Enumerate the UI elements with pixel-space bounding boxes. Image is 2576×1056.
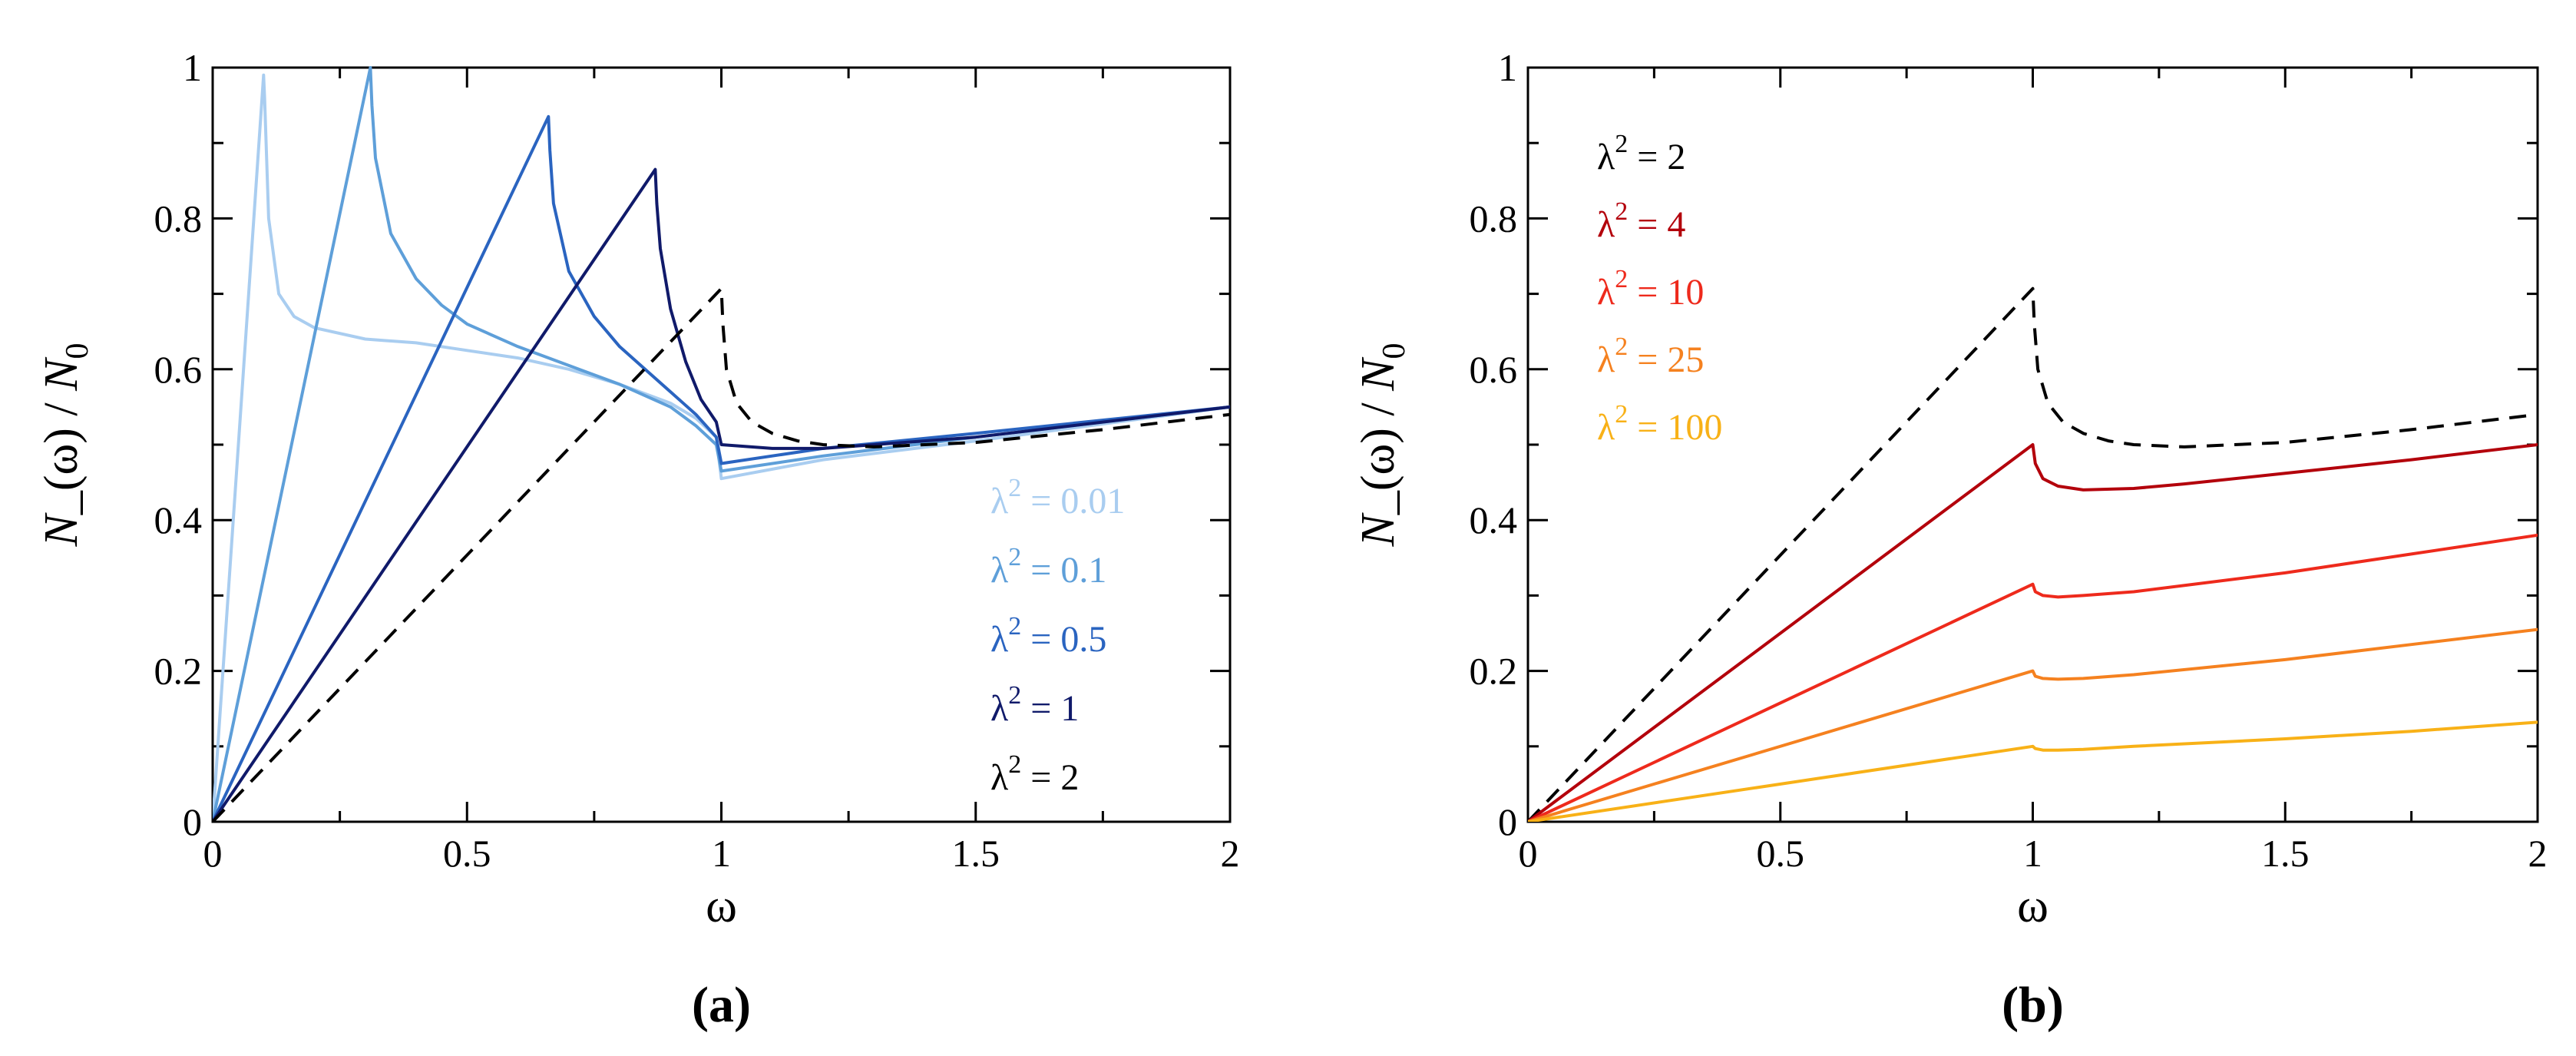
legend-entry: λ2 = 0.01 <box>990 474 1125 521</box>
legend-entry: λ2 = 0.5 <box>990 612 1106 660</box>
y-tick-label: 0.4 <box>1470 498 1518 541</box>
legend-entry: λ2 = 10 <box>1597 265 1704 313</box>
y-tick-label: 0.6 <box>154 348 203 391</box>
series-line-0-1 <box>213 66 1230 822</box>
series-line-10 <box>1528 533 2538 822</box>
y-tick-label: 1 <box>183 46 202 89</box>
series-line-2 <box>213 286 1230 822</box>
x-tick-label: 1.5 <box>2261 832 2310 875</box>
x-axis-title: ω <box>706 880 737 932</box>
legend-entry: λ2 = 25 <box>1597 333 1704 380</box>
legend-entry: λ2 = 2 <box>990 750 1079 798</box>
series-line-1 <box>213 167 1230 822</box>
panel-label: (b) <box>2002 977 2064 1033</box>
x-tick-label: 0 <box>203 832 223 875</box>
legend-entry: λ2 = 4 <box>1597 197 1685 245</box>
x-tick-label: 2 <box>1221 832 1240 875</box>
x-tick-label: 0.5 <box>1757 832 1805 875</box>
legend-entry: λ2 = 0.1 <box>990 543 1106 591</box>
x-tick-label: 0 <box>1519 832 1538 875</box>
y-axis-title: N_(ω) / N0 <box>1352 343 1412 547</box>
y-tick-label: 0 <box>183 800 202 843</box>
y-tick-label: 0.8 <box>154 197 203 240</box>
x-tick-label: 1 <box>712 832 731 875</box>
chart-panel-b: 0 0.5 1 1.5 2 0 0.2 0.4 0.6 0.8 1 ω N_(ω) / N0 (b) λ2 … <box>1352 46 2548 1033</box>
x-tick-label: 1.5 <box>952 832 1000 875</box>
legend-entry: λ2 = 1 <box>990 681 1079 729</box>
y-tick-label: 0.8 <box>1470 197 1518 240</box>
series-line-100 <box>1528 720 2538 822</box>
y-tick-label: 0.6 <box>1470 348 1518 391</box>
x-tick-label: 1 <box>2023 832 2042 875</box>
series-line-25 <box>1528 627 2538 822</box>
y-tick-label: 0.2 <box>154 650 203 693</box>
y-axis-title: N_(ω) / N0 <box>35 343 95 547</box>
chart-panel-a: 0 0.5 1 1.5 2 0 0.2 0.4 0.6 0.8 1 ω N_(ω) / N0 (a) λ2 … <box>35 46 1240 1033</box>
y-tick-label: 0.4 <box>154 498 203 541</box>
x-tick-label: 0.5 <box>443 832 491 875</box>
x-tick-label: 2 <box>2528 832 2548 875</box>
legend-entry: λ2 = 100 <box>1597 400 1722 448</box>
y-tick-label: 1 <box>1498 46 1517 89</box>
panel-label: (a) <box>692 977 751 1033</box>
series-line-0-5 <box>213 114 1230 822</box>
y-tick-label: 0 <box>1498 800 1517 843</box>
series-line-4 <box>1528 443 2538 822</box>
legend-entry: λ2 = 2 <box>1597 130 1685 177</box>
x-axis-title: ω <box>2017 880 2049 932</box>
y-tick-label: 0.2 <box>1470 650 1518 693</box>
series-line-2 <box>1528 286 2538 822</box>
